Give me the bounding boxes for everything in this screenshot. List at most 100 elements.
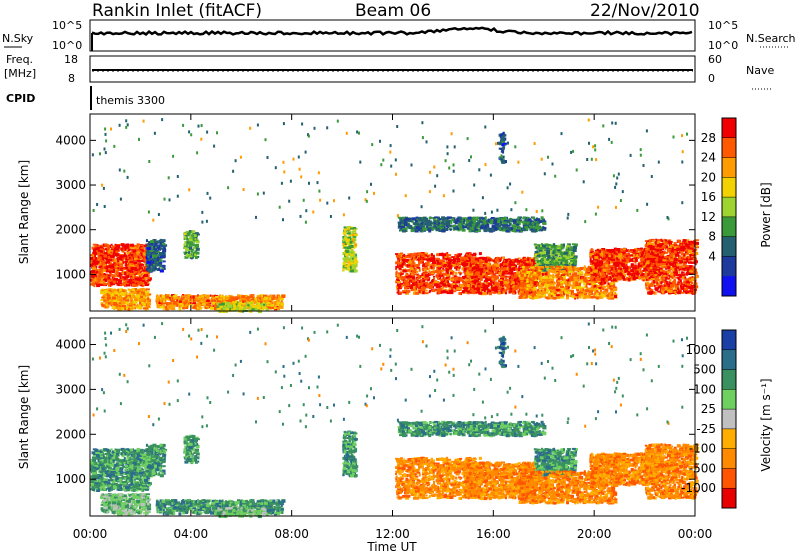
power-cell [475, 263, 479, 266]
power-cell [407, 253, 411, 256]
power-cell [128, 256, 131, 259]
power-cell [501, 285, 504, 287]
power-cell [146, 275, 150, 277]
power-cell [136, 303, 139, 307]
power-cell [148, 263, 153, 266]
power-cell [144, 300, 147, 304]
power-cell [133, 275, 136, 279]
power-cell [133, 254, 138, 258]
power-cell [428, 285, 431, 289]
power-cell [152, 251, 154, 253]
power-cell [183, 301, 188, 304]
power-cell [139, 267, 143, 270]
power-cell [442, 283, 447, 287]
power-cell [343, 246, 347, 249]
power-cell [132, 284, 136, 287]
power-cell [95, 262, 99, 265]
power-cell [185, 249, 190, 252]
power-cell [111, 271, 115, 273]
power-cell [156, 260, 161, 264]
power-cell [269, 297, 272, 301]
power-cell [159, 265, 162, 268]
power-cell [90, 259, 93, 263]
power-cell [416, 277, 419, 280]
power-cell [149, 268, 152, 272]
power-cell [93, 252, 97, 256]
power-cell [398, 291, 403, 294]
power-cell [116, 294, 120, 298]
power-cell [487, 285, 490, 288]
power-cell [185, 253, 188, 257]
power-cell [196, 297, 200, 301]
power-cell [132, 295, 136, 299]
power-cell [91, 278, 94, 282]
power-cell [136, 259, 139, 261]
power-cell [149, 242, 153, 246]
power-cell [353, 257, 356, 261]
power-cell [428, 267, 431, 270]
power-cell [117, 292, 120, 296]
power-cell [422, 279, 426, 283]
power-cell [111, 245, 114, 249]
power-cell [146, 239, 149, 242]
power-cell [233, 304, 235, 307]
power-cell [202, 300, 206, 303]
power-cell [138, 263, 142, 266]
power-cell [179, 302, 183, 305]
power-cell [443, 264, 447, 266]
power-cell [270, 303, 275, 307]
power-cell [276, 301, 281, 305]
power-cell [466, 259, 470, 262]
power-cell [161, 242, 166, 246]
power-cell [351, 264, 355, 268]
power-cell [97, 254, 101, 258]
power-cell [199, 295, 202, 298]
power-cell [132, 259, 137, 262]
power-cell [110, 272, 112, 276]
power-cell [268, 307, 272, 309]
power-cell [130, 252, 134, 254]
power-cell [189, 244, 191, 248]
power-cell [138, 257, 142, 260]
power-cell [432, 262, 436, 264]
power-cell [521, 258, 524, 261]
power-cell [140, 263, 144, 266]
power-cell [406, 289, 411, 293]
power-cell [132, 304, 135, 308]
power-cell [142, 271, 147, 275]
power-cell [101, 263, 105, 266]
power-cell [421, 276, 425, 278]
power-cell [354, 238, 357, 242]
power-cell [509, 263, 513, 266]
power-cell [140, 288, 143, 292]
power-cell [124, 272, 127, 276]
power-cell [442, 253, 447, 257]
power-cell [459, 273, 462, 276]
power-cell [466, 281, 470, 284]
power-cell [105, 296, 107, 299]
power-cell [94, 244, 98, 248]
power-cell [185, 251, 188, 254]
power-cell [159, 247, 162, 251]
power-cell [463, 258, 466, 261]
power-cell [146, 277, 150, 280]
power-cell [95, 257, 98, 260]
power-cell [464, 271, 467, 275]
power-cell [117, 272, 122, 275]
power-cell [501, 256, 505, 259]
power-cell [449, 269, 453, 272]
power-cell [415, 291, 420, 295]
power-cell [157, 248, 160, 251]
power-cell [448, 262, 451, 266]
power-cell [467, 254, 472, 257]
power-cell [107, 291, 112, 295]
power-cell [103, 293, 106, 296]
power-cell [103, 279, 108, 282]
power-cell [445, 258, 450, 261]
power-cell [119, 279, 122, 282]
power-cell [540, 258, 544, 262]
power-cell [122, 260, 125, 264]
power-cell [129, 256, 133, 258]
power-cell [144, 262, 147, 266]
power-cell [112, 302, 117, 305]
